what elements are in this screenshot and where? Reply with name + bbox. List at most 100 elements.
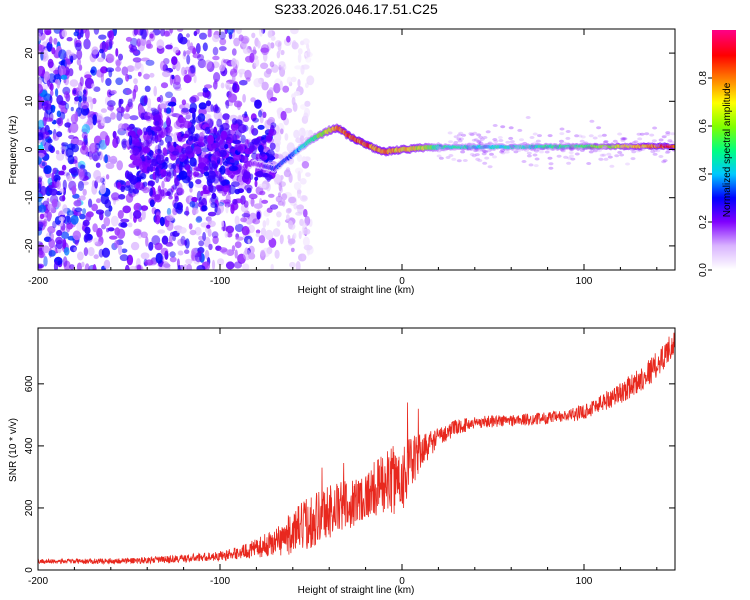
heatmap-cell <box>201 189 210 195</box>
heatmap-cell <box>565 146 571 150</box>
heatmap-cell <box>98 34 107 40</box>
heatmap-cell <box>198 136 205 141</box>
heatmap-cell <box>189 229 197 236</box>
heatmap-cell <box>539 150 544 154</box>
heatmap-cell <box>62 204 68 215</box>
heatmap-cell <box>620 137 626 141</box>
heatmap-cell <box>195 43 201 54</box>
heatmap-cell <box>588 150 594 154</box>
colorbar-band <box>712 92 736 95</box>
heatmap-cell <box>508 143 514 147</box>
heatmap-cell <box>475 157 481 161</box>
heatmap-cell <box>173 141 177 148</box>
heatmap-cell <box>47 177 53 186</box>
heatmap-cell <box>466 142 472 146</box>
heatmap-cell <box>225 205 229 214</box>
heatmap-cell <box>561 141 567 145</box>
heatmap-cell <box>306 47 311 58</box>
heatmap-cell <box>217 135 224 145</box>
heatmap-cell <box>240 134 246 144</box>
heatmap-cell <box>167 101 177 107</box>
heatmap-cell <box>92 264 97 270</box>
heatmap-cell <box>188 223 193 230</box>
heatmap-cell <box>536 147 542 151</box>
colorbar-band <box>712 114 736 117</box>
heatmap-cell <box>165 107 172 114</box>
heatmap-cell <box>252 117 259 123</box>
colorbar-band <box>712 64 736 67</box>
heatmap-cell <box>497 136 503 139</box>
colorbar-band <box>712 70 736 73</box>
heatmap-cell <box>223 199 232 204</box>
heatmap-cell <box>107 227 115 232</box>
colorbar-band <box>712 246 736 249</box>
heatmap-cell <box>124 264 130 270</box>
heatmap-cell <box>595 143 601 147</box>
heatmap-cell <box>628 143 633 147</box>
heatmap-cell <box>276 51 281 59</box>
heatmap-cell <box>66 210 75 216</box>
heatmap-cell <box>132 65 140 71</box>
heatmap-cell <box>291 97 296 106</box>
heatmap-cell <box>459 137 464 141</box>
heatmap-cell <box>98 139 108 150</box>
heatmap-cell <box>207 33 212 38</box>
colorbar-band <box>712 256 736 259</box>
heatmap-cell <box>121 66 129 76</box>
heatmap-cell <box>617 150 623 154</box>
heatmap-cell <box>43 71 51 81</box>
heatmap-cell <box>462 159 468 162</box>
heatmap-cell <box>530 148 536 152</box>
heatmap-cell <box>51 198 58 208</box>
heatmap-cell <box>295 261 301 270</box>
heatmap-cell <box>510 145 516 149</box>
heatmap-cell <box>255 232 260 238</box>
heatmap-cell <box>252 218 261 225</box>
heatmap-cell <box>234 241 242 249</box>
heatmap-cell <box>165 157 169 162</box>
heatmap-cell <box>253 78 262 88</box>
heatmap-cell <box>55 150 60 155</box>
heatmap-cell <box>257 40 261 48</box>
heatmap-cell <box>484 144 490 148</box>
heatmap-cell <box>565 142 570 146</box>
heatmap-cell <box>603 157 609 161</box>
y-tick-label: 0 <box>24 567 35 573</box>
heatmap-cell <box>548 162 554 166</box>
heatmap-cell <box>117 210 124 219</box>
colorbar-band <box>712 102 736 105</box>
heatmap-cell <box>154 194 163 203</box>
heatmap-cell <box>254 176 259 181</box>
heatmap-cell <box>192 53 201 59</box>
heatmap-cell <box>117 123 125 132</box>
heatmap-cell <box>559 139 564 143</box>
heatmap-cell <box>206 224 211 229</box>
heatmap-cell <box>70 214 79 225</box>
heatmap-cell <box>635 149 641 153</box>
heatmap-cell <box>268 87 274 93</box>
heatmap-cell <box>530 144 536 148</box>
heatmap-cell <box>468 132 474 136</box>
heatmap-cell <box>43 100 52 111</box>
colorbar-band <box>712 182 736 185</box>
colorbar-band <box>712 230 736 233</box>
heatmap-cell <box>128 184 134 194</box>
heatmap-cell <box>44 117 53 122</box>
heatmap-cell <box>279 234 284 244</box>
heatmap-cell <box>197 58 207 69</box>
heatmap-cell <box>38 77 42 86</box>
heatmap-cell <box>38 83 44 95</box>
heatmap-cell <box>182 52 187 60</box>
heatmap-cell <box>153 85 157 97</box>
heatmap-cell <box>242 115 250 123</box>
colorbar-band <box>712 124 736 127</box>
heatmap-cell <box>76 58 82 66</box>
colorbar-band <box>712 216 736 219</box>
colorbar-band <box>712 52 736 55</box>
heatmap-cell <box>177 250 184 256</box>
heatmap-cell <box>149 72 155 78</box>
heatmap-cell <box>290 247 295 253</box>
heatmap-cell <box>69 245 77 253</box>
heatmap-cell <box>151 136 155 144</box>
heatmap-cell <box>556 154 562 158</box>
